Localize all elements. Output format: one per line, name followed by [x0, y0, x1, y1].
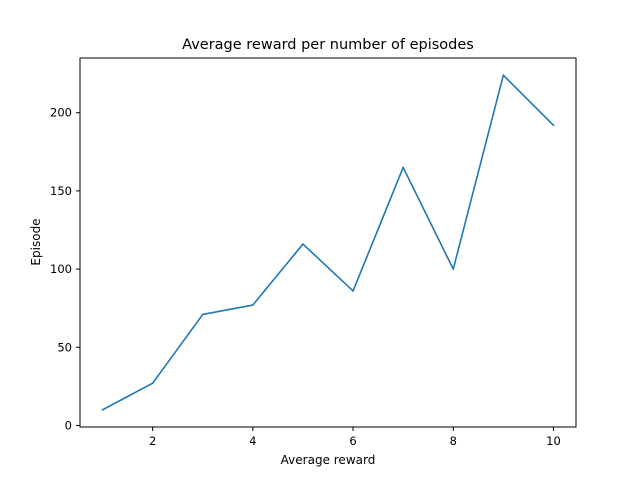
data-point [502, 74, 505, 76]
plot-area-frame [79, 57, 577, 428]
x-axis-label: Average reward [281, 453, 376, 467]
y-tick-label: 200 [50, 106, 72, 120]
y-tick-label: 0 [65, 418, 72, 432]
y-tick-label: 50 [57, 340, 72, 354]
x-tick-label: 10 [546, 434, 561, 448]
series-line [101, 74, 555, 411]
data-point [101, 409, 104, 411]
data-point [402, 166, 404, 169]
x-axis-ticks: 2 4 6 8 10 [149, 427, 561, 448]
y-tick-label: 100 [50, 262, 72, 276]
data-point [452, 268, 455, 270]
x-tick-label: 2 [149, 434, 156, 448]
data-point [302, 243, 304, 245]
x-tick-label: 6 [349, 434, 356, 448]
chart-title: Average reward per number of episodes [182, 37, 474, 53]
data-point [201, 313, 204, 316]
y-tick-label: 150 [50, 184, 72, 198]
y-axis-ticks: 0 50 100 150 200 [50, 106, 80, 432]
series-group [101, 74, 555, 411]
data-point [151, 382, 154, 385]
data-point [252, 304, 254, 306]
data-point [552, 124, 555, 127]
x-tick-label: 8 [450, 434, 457, 448]
y-axis-label: Episode [29, 218, 43, 265]
data-point [352, 290, 354, 292]
x-tick-label: 4 [249, 434, 256, 448]
